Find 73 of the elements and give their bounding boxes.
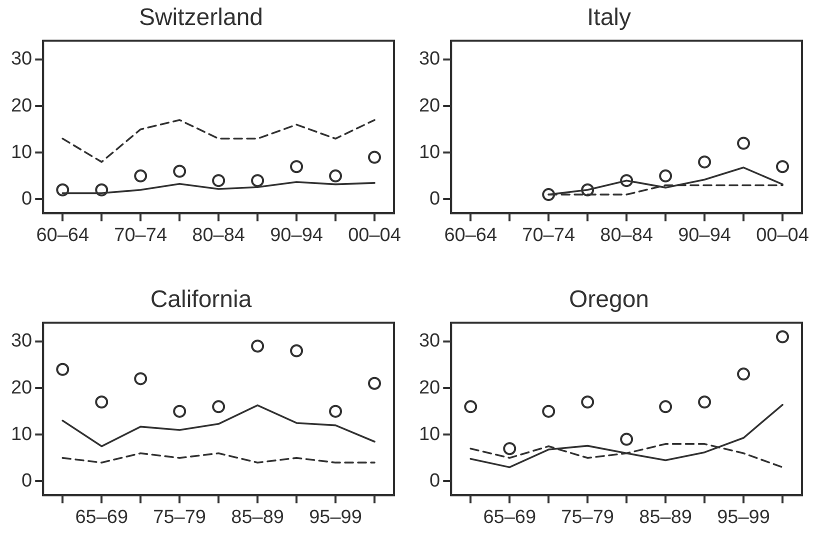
x-tick-label: 80–84	[192, 224, 246, 246]
x-tick-label: 65–69	[75, 506, 128, 528]
x-tick-label: 70–74	[522, 224, 576, 246]
point	[212, 400, 226, 414]
point	[329, 404, 342, 418]
point	[581, 396, 594, 409]
x-tick-label: 80–84	[600, 224, 654, 246]
point	[503, 442, 516, 456]
point	[56, 362, 70, 376]
y-tick-label: 30	[418, 330, 440, 352]
x-tick-label: 00–04	[348, 224, 402, 246]
point	[368, 376, 382, 390]
chart-title: Italy	[586, 4, 632, 32]
point	[542, 404, 556, 418]
x-tick-label: 60–64	[36, 224, 90, 246]
y-tick-label: 10	[10, 424, 32, 445]
chart-title: California	[150, 286, 252, 314]
point	[95, 396, 108, 409]
chart-title: Oregon	[568, 286, 650, 314]
point	[173, 164, 186, 178]
point	[212, 174, 226, 188]
point	[698, 155, 712, 168]
y-tick-label: 10	[10, 142, 32, 163]
point	[776, 160, 790, 174]
y-tick-label: 30	[418, 48, 440, 70]
x-tick-label: 90–94	[270, 224, 324, 246]
point	[290, 160, 304, 174]
point	[56, 183, 70, 196]
point	[329, 169, 342, 182]
point	[737, 368, 750, 381]
y-tick-label: 20	[10, 95, 32, 116]
point	[698, 396, 712, 409]
point	[776, 330, 790, 344]
y-tick-label: 0	[22, 188, 32, 210]
point	[737, 136, 750, 150]
y-tick-label: 10	[418, 424, 440, 445]
chart-title: Switzerland	[138, 4, 264, 32]
y-tick-label: 30	[10, 330, 32, 352]
point	[134, 372, 148, 386]
line-series	[62, 119, 376, 163]
point	[251, 340, 264, 353]
x-tick-label: 95–99	[717, 506, 770, 528]
x-tick-label: 75–79	[153, 506, 206, 528]
x-tick-label: 70–74	[114, 224, 168, 246]
point	[581, 183, 594, 196]
y-tick-label: 30	[10, 48, 32, 70]
point	[542, 188, 556, 202]
point	[251, 174, 264, 188]
y-tick-label: 20	[10, 377, 32, 398]
y-tick-label: 20	[418, 377, 440, 398]
y-tick-label: 0	[430, 470, 440, 492]
point	[290, 344, 304, 358]
point	[659, 169, 672, 182]
x-tick-label: 85–89	[231, 506, 284, 528]
x-tick-label: 95–99	[309, 506, 362, 528]
x-tick-label: 75–79	[561, 506, 614, 528]
point	[659, 400, 672, 414]
y-tick-label: 20	[418, 95, 440, 116]
point	[134, 169, 148, 182]
x-tick-label: 60–64	[444, 224, 498, 246]
x-tick-label: 65–69	[483, 506, 536, 528]
point	[620, 174, 634, 188]
point	[620, 432, 634, 446]
point	[368, 150, 382, 164]
x-tick-label: 90–94	[678, 224, 732, 246]
x-tick-label: 85–89	[639, 506, 692, 528]
point	[464, 400, 478, 414]
y-tick-label: 0	[22, 470, 32, 492]
x-tick-label: 00–04	[756, 224, 810, 246]
y-tick-label: 0	[430, 188, 440, 210]
point	[95, 183, 108, 196]
y-tick-label: 10	[418, 142, 440, 163]
point	[173, 404, 186, 418]
